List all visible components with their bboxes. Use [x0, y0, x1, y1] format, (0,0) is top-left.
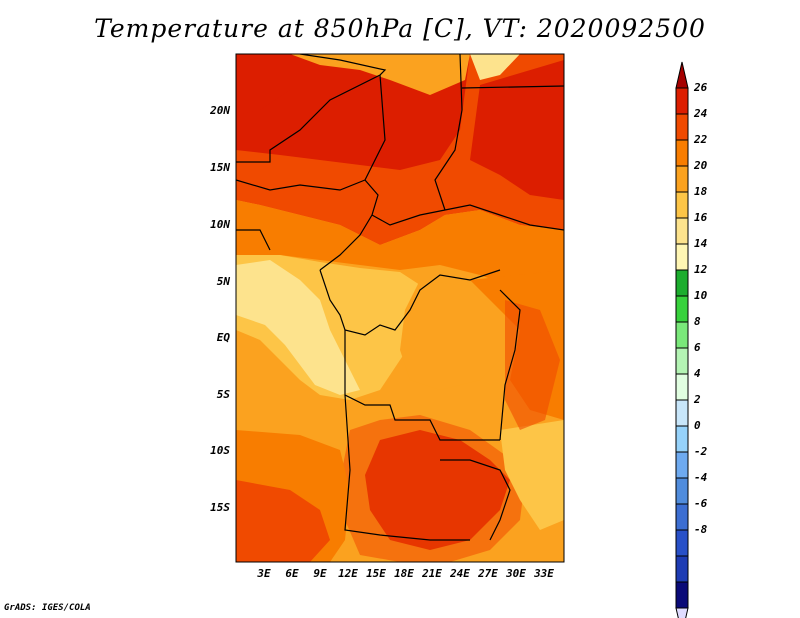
colorbar-labels: 26 24 22 20 18 16 14 12 10 8 6 4 2 0 -2 … [693, 81, 708, 536]
lat-label: EQ [217, 331, 231, 344]
colorbar-swatch [675, 555, 689, 583]
colorbar-label: -2 [694, 445, 708, 458]
longitude-axis: 3E 6E 9E 12E 15E 18E 21E 24E 27E 30E 33E [256, 567, 554, 580]
lat-label: 10N [210, 218, 230, 231]
colorbar-label: 24 [693, 107, 708, 120]
colorbar-swatch [675, 165, 689, 193]
colorbar-label: 20 [693, 159, 708, 172]
colorbar-swatch [675, 87, 689, 115]
lat-label: 15S [210, 501, 230, 514]
lon-label: 18E [394, 567, 414, 580]
colorbar-label: -8 [694, 523, 708, 536]
lon-label: 9E [313, 567, 327, 580]
credit-text: GrADS: IGES/COLA [4, 603, 91, 613]
colorbar-label: 4 [694, 367, 701, 380]
colorbar-swatch [675, 425, 689, 453]
colorbar-swatch [675, 243, 689, 271]
colorbar-label: -4 [694, 471, 708, 484]
colorbar-label: 26 [693, 81, 708, 94]
colorbar-swatch [675, 191, 689, 219]
lat-label: 20N [209, 104, 230, 117]
colorbar-label: 22 [693, 133, 708, 146]
colorbar-swatch [675, 269, 689, 297]
colorbar-label: 0 [694, 419, 701, 432]
colorbar-swatch [675, 373, 689, 401]
colorbar-label: 2 [693, 393, 701, 406]
lat-label: 10S [210, 444, 230, 457]
latitude-axis: 20N 15N 10N 5N EQ 5S 10S 15S [209, 104, 230, 514]
lon-label: 24E [449, 567, 470, 580]
lon-label: 12E [338, 567, 358, 580]
lon-label: 3E [256, 567, 271, 580]
colorbar-label: 14 [694, 237, 708, 250]
lon-label: 6E [285, 567, 299, 580]
colorbar-swatch [675, 321, 689, 349]
map-frame [235, 53, 565, 563]
lon-label: 15E [366, 567, 386, 580]
colorbar-swatch [675, 347, 689, 375]
colorbar-top-arrow [675, 61, 689, 89]
lat-label: 5S [217, 388, 231, 401]
colorbar-swatch [675, 451, 689, 479]
colorbar-label: 10 [694, 289, 708, 302]
lon-label: 30E [505, 567, 526, 580]
colorbar-swatch [675, 581, 689, 609]
chart-title: Temperature at 850hPa [C], VT: 202009250… [94, 14, 706, 43]
lon-label: 33E [533, 567, 554, 580]
temperature-field [236, 54, 564, 562]
colorbar-bottom-arrow [675, 607, 689, 618]
country-borders [236, 54, 564, 541]
colorbar-swatch [675, 529, 689, 557]
lat-label: 15N [210, 161, 230, 174]
colorbar-swatch [675, 139, 689, 167]
lat-label: 5N [217, 275, 231, 288]
colorbar-swatch [675, 399, 689, 427]
colorbar-swatch [675, 217, 689, 245]
colorbar-label: 8 [694, 315, 701, 328]
colorbar-label: 6 [694, 341, 701, 354]
colorbar-swatch [675, 477, 689, 505]
colorbar-swatch [675, 503, 689, 531]
colorbar-swatch [675, 113, 689, 141]
colorbar-swatch [675, 295, 689, 323]
colorbar [675, 61, 689, 618]
lon-label: 21E [421, 567, 442, 580]
colorbar-label: 18 [694, 185, 708, 198]
colorbar-label: 16 [694, 211, 708, 224]
lon-label: 27E [477, 567, 498, 580]
colorbar-label: 12 [694, 263, 708, 276]
colorbar-label: -6 [694, 497, 708, 510]
